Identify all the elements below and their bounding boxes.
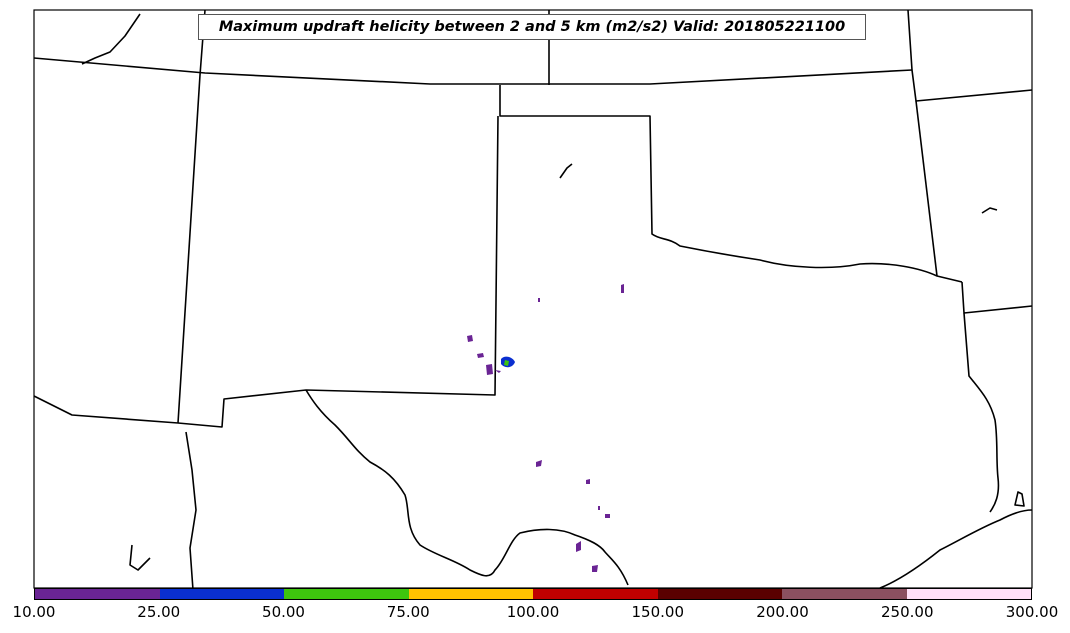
colorbar-segment bbox=[782, 589, 907, 599]
state-border bbox=[33, 57, 913, 85]
colorbar-segment bbox=[906, 589, 1031, 599]
colorbar-tick-label: 10.00 bbox=[12, 603, 56, 621]
coastline bbox=[879, 509, 1033, 589]
colorbar-segment bbox=[284, 589, 409, 599]
state-border bbox=[177, 115, 499, 428]
colorbar-segment bbox=[35, 589, 160, 599]
state-border bbox=[907, 9, 1033, 102]
helicity-blob bbox=[592, 565, 598, 572]
coastline bbox=[559, 163, 573, 179]
colorbar-tick-label: 50.00 bbox=[262, 603, 305, 621]
colorbar-tick-label: 100.00 bbox=[506, 603, 560, 621]
colorbar bbox=[34, 588, 1032, 600]
helicity-blob bbox=[486, 364, 493, 375]
helicity-blob bbox=[495, 370, 501, 373]
state-border bbox=[499, 85, 963, 283]
helicity-blob bbox=[576, 541, 581, 552]
helicity-blob bbox=[467, 335, 473, 342]
colorbar-tick-label: 75.00 bbox=[386, 603, 430, 621]
colorbar-segment bbox=[408, 589, 533, 599]
coastline bbox=[1014, 491, 1025, 507]
colorbar-segment bbox=[533, 589, 658, 599]
helicity-blob bbox=[598, 506, 600, 510]
colorbar-tick-label: 300.00 bbox=[1005, 603, 1059, 621]
colorbar-segment bbox=[159, 589, 284, 599]
colorbar-segment bbox=[657, 589, 782, 599]
colorbar-tick-label: 150.00 bbox=[631, 603, 685, 621]
helicity-blob bbox=[538, 298, 540, 302]
state-border bbox=[963, 312, 1000, 513]
helicity-blob bbox=[504, 360, 509, 366]
colorbar-tick-label: 200.00 bbox=[756, 603, 809, 621]
coastline bbox=[129, 544, 151, 571]
helicity-blob bbox=[586, 479, 590, 484]
map-border bbox=[33, 9, 1033, 589]
helicity-blob bbox=[621, 284, 624, 293]
state-border bbox=[185, 431, 197, 591]
state-border bbox=[961, 281, 1033, 314]
colorbar-tick-label: 250.00 bbox=[881, 603, 934, 621]
coastline bbox=[81, 13, 141, 65]
helicity-contours bbox=[467, 284, 624, 572]
state-border bbox=[305, 389, 629, 586]
colorbar-tick-label: 25.00 bbox=[137, 603, 181, 621]
helicity-blob bbox=[536, 460, 542, 467]
coastline bbox=[981, 207, 998, 214]
helicity-blob bbox=[477, 353, 484, 358]
helicity-blob bbox=[605, 514, 610, 518]
state-border bbox=[915, 100, 938, 277]
map-title: Maximum updraft helicity between 2 and 5… bbox=[198, 14, 866, 40]
state-border bbox=[33, 395, 179, 424]
